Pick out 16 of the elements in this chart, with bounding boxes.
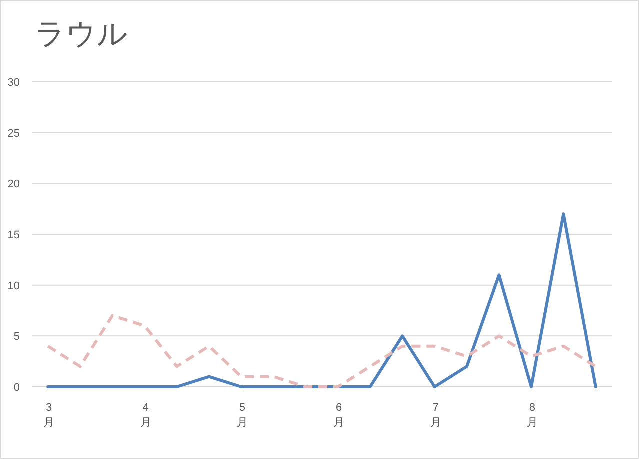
y-tick-label: 20: [8, 178, 20, 191]
chart-title: ラウル: [35, 18, 128, 51]
x-tick-label: 8月: [526, 402, 538, 429]
x-tick-label: 5月: [236, 402, 248, 429]
y-tick-label: 10: [8, 280, 20, 292]
x-tick-label: 6月: [334, 402, 345, 429]
y-tick-label: 5: [14, 331, 20, 344]
y-tick-label: 25: [8, 128, 20, 140]
y-tick-label: 15: [8, 230, 20, 242]
y-tick-label: 30: [8, 77, 20, 89]
line-series: [46, 314, 598, 388]
y-tick-label: 0: [14, 382, 20, 394]
x-tick-label: 7月: [430, 402, 442, 429]
x-tick-label: 4月: [140, 402, 152, 429]
line-series: [46, 212, 598, 388]
x-tick-label: 3月: [44, 402, 55, 429]
